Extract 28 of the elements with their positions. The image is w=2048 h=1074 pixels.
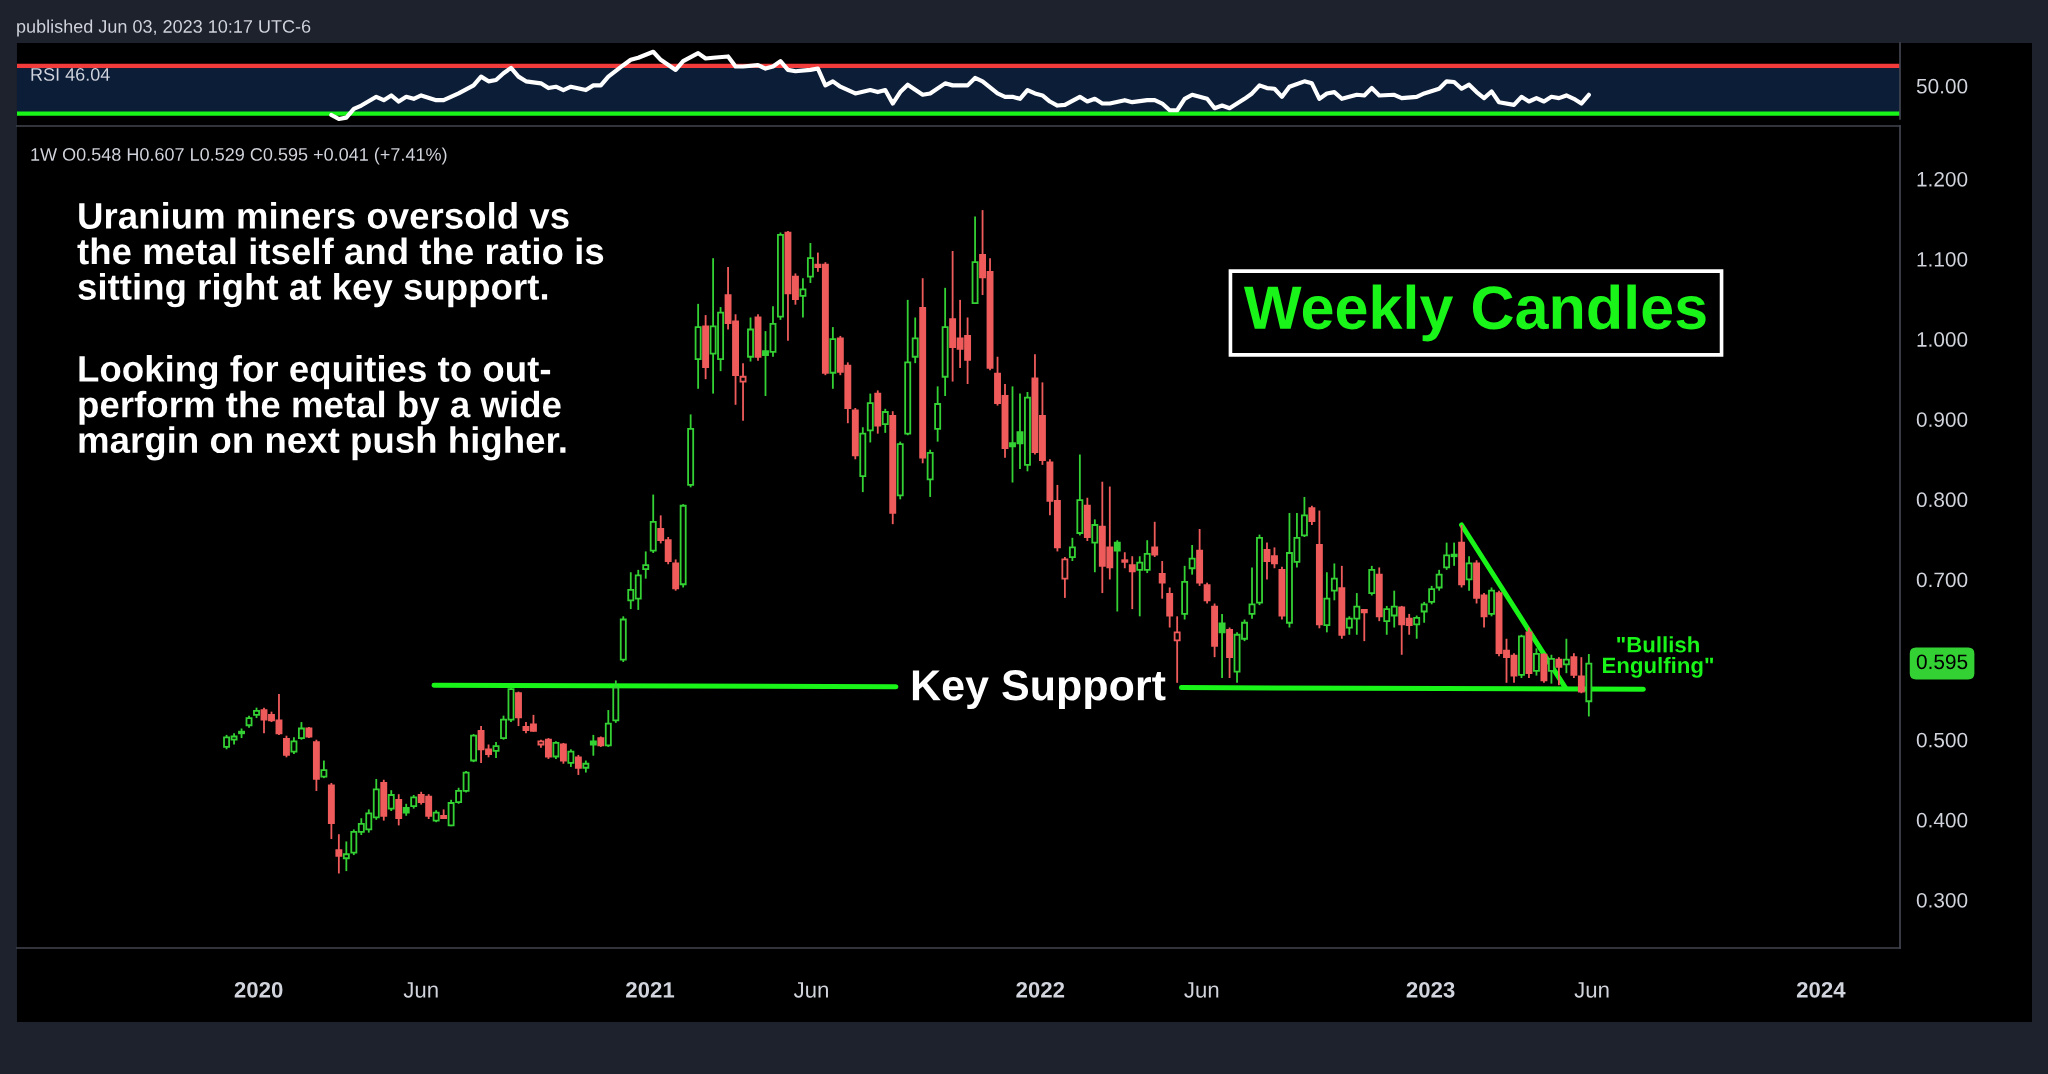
y-tick-label: 0.800 — [1916, 492, 1968, 508]
x-tick-label: Jun — [793, 982, 828, 998]
x-tick-label: 2022 — [1016, 981, 1065, 998]
text: 50.00 — [1916, 78, 1968, 94]
annotation: Key Support — [912, 670, 1166, 710]
x-tick-label: 2024 — [1796, 981, 1846, 998]
annotation: "Bullish Engulfing" — [1603, 636, 1714, 678]
y-tick-label: 0.300 — [1916, 892, 1968, 908]
x-tick-label: 2020 — [234, 981, 283, 998]
y-tick-label: 0.500 — [1916, 732, 1968, 748]
y-tick-label: 0.700 — [1916, 572, 1968, 588]
x-tick-label: Jun — [1184, 982, 1219, 998]
text: 1W O0.548 H0.607 L0.529 C0.595 +0.041 (+7.41%) — [31, 147, 447, 165]
y-tick-label: 1.100 — [1917, 252, 1968, 267]
annotation: Looking for equities to out- perform the metal by a wide margin on next push higher. — [79, 355, 566, 461]
text: 0.595 — [1916, 654, 1968, 670]
x-tick-label: Jun — [403, 982, 438, 998]
annotation: Uranium miners oversold vs the metal itself and the ratio is sitting right at key support. — [77, 202, 604, 308]
x-tick-label: Jun — [1574, 982, 1609, 998]
y-tick-label: 1.200 — [1917, 171, 1968, 187]
x-tick-label: 2021 — [626, 981, 675, 998]
text: RSI 46.04 — [31, 68, 110, 81]
y-tick-label: 0.400 — [1916, 812, 1968, 828]
x-tick-label: 2023 — [1406, 981, 1455, 998]
text: Weekly Candles — [1243, 284, 1706, 342]
text: published Jun 03, 2023 10:17 UTC-6 — [17, 19, 311, 37]
y-tick-label: 1.000 — [1917, 332, 1968, 347]
y-tick-label: 0.900 — [1916, 412, 1968, 427]
